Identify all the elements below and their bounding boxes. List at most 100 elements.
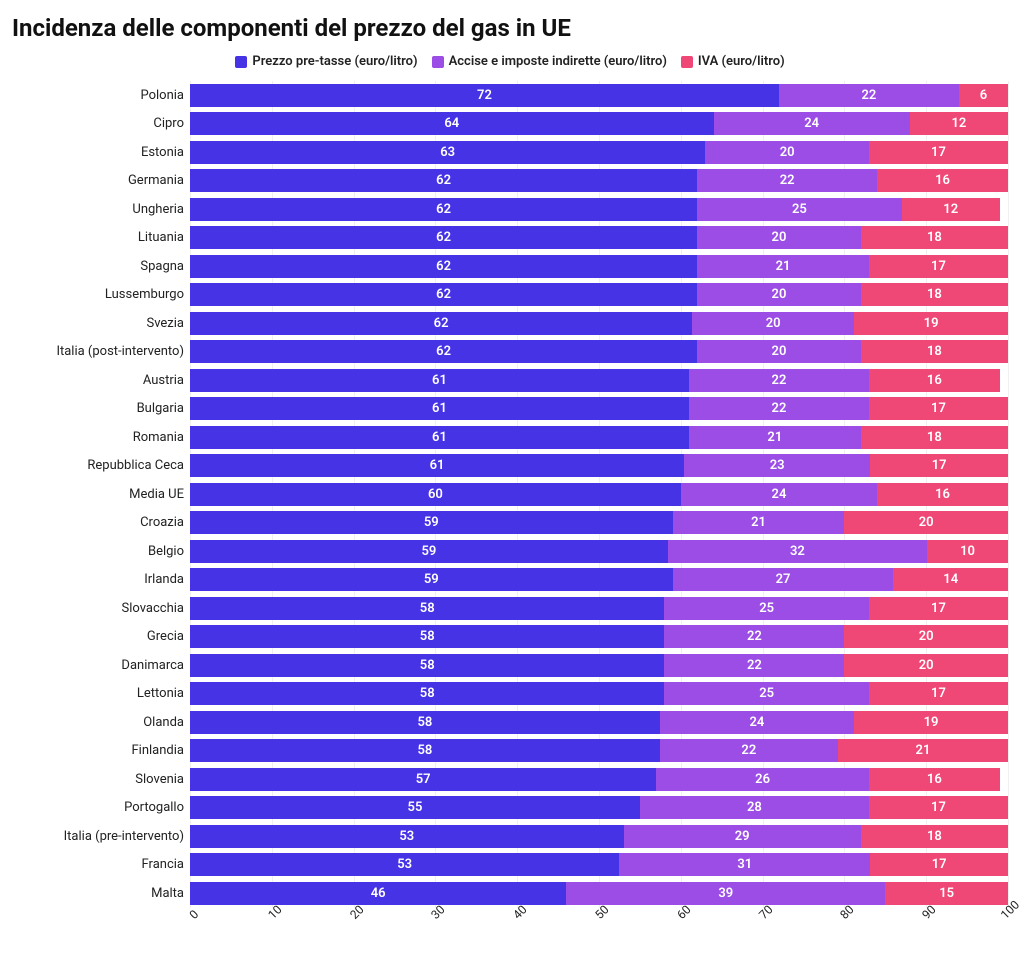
bar-segment: 17 bbox=[869, 141, 1008, 164]
chart-row: Italia (post-intervento)622018 bbox=[12, 338, 1008, 367]
bar-segment: 19 bbox=[854, 312, 1008, 335]
bar-track: 612216 bbox=[190, 369, 1008, 392]
chart-row: Finlandia582221 bbox=[12, 737, 1008, 766]
bar-segment: 59 bbox=[190, 511, 673, 534]
chart-row: Grecia582220 bbox=[12, 623, 1008, 652]
bar-segment: 25 bbox=[664, 597, 869, 620]
bar-segment: 62 bbox=[190, 255, 697, 278]
bar-segment: 20 bbox=[844, 654, 1008, 677]
y-axis-label: Lettonia bbox=[12, 686, 190, 701]
bar-segment: 27 bbox=[673, 568, 894, 591]
bar-track: 592120 bbox=[190, 511, 1008, 534]
y-axis-label: Danimarca bbox=[12, 658, 190, 673]
bar-track: 552817 bbox=[190, 796, 1008, 819]
bar-segment: 17 bbox=[869, 255, 1008, 278]
bar-track: 622117 bbox=[190, 255, 1008, 278]
y-axis-label: Francia bbox=[12, 857, 190, 872]
chart-row: Malta463915 bbox=[12, 879, 1008, 908]
bar-segment: 20 bbox=[697, 340, 861, 363]
y-axis-label: Repubblica Ceca bbox=[12, 458, 190, 473]
bar-segment: 53 bbox=[190, 853, 619, 876]
bar-segment: 15 bbox=[885, 882, 1008, 905]
bar-segment: 18 bbox=[861, 426, 1008, 449]
bar-segment: 17 bbox=[870, 853, 1008, 876]
bar-track: 622018 bbox=[190, 340, 1008, 363]
bar-segment: 29 bbox=[624, 825, 861, 848]
bar-segment: 16 bbox=[869, 768, 1000, 791]
y-axis-label: Slovenia bbox=[12, 772, 190, 787]
bar-segment: 14 bbox=[893, 568, 1008, 591]
chart-row: Svezia622019 bbox=[12, 309, 1008, 338]
bar-segment: 20 bbox=[844, 511, 1008, 534]
bar-segment: 28 bbox=[640, 796, 869, 819]
y-axis-label: Bulgaria bbox=[12, 401, 190, 416]
y-axis-label: Estonia bbox=[12, 145, 190, 160]
bar-segment: 21 bbox=[673, 511, 845, 534]
bar-segment: 31 bbox=[619, 853, 870, 876]
bar-segment: 62 bbox=[190, 312, 692, 335]
chart-row: Spagna622117 bbox=[12, 252, 1008, 281]
y-axis-label: Italia (post-intervento) bbox=[12, 344, 190, 359]
bar-track: 622019 bbox=[190, 312, 1008, 335]
bar-segment: 18 bbox=[861, 340, 1008, 363]
chart-row: Belgio593210 bbox=[12, 537, 1008, 566]
bar-track: 622512 bbox=[190, 198, 1008, 221]
bar-segment: 58 bbox=[190, 654, 664, 677]
bar-segment: 20 bbox=[697, 226, 861, 249]
chart-row: Austria612216 bbox=[12, 366, 1008, 395]
chart-row: Slovacchia582517 bbox=[12, 594, 1008, 623]
bar-segment: 21 bbox=[838, 739, 1008, 762]
chart-row: Irlanda592714 bbox=[12, 566, 1008, 595]
chart-row: Portogallo552817 bbox=[12, 794, 1008, 823]
bar-segment: 60 bbox=[190, 483, 681, 506]
bar-segment: 25 bbox=[664, 682, 869, 705]
y-axis-label: Portogallo bbox=[12, 800, 190, 815]
bar-segment: 61 bbox=[190, 397, 689, 420]
y-axis-label: Grecia bbox=[12, 629, 190, 644]
legend-swatch bbox=[235, 56, 247, 68]
bar-track: 592714 bbox=[190, 568, 1008, 591]
bar-track: 612317 bbox=[190, 454, 1008, 477]
y-axis-label: Austria bbox=[12, 373, 190, 388]
bar-segment: 20 bbox=[697, 283, 861, 306]
chart-row: Slovenia572616 bbox=[12, 765, 1008, 794]
chart-row: Bulgaria612217 bbox=[12, 395, 1008, 424]
bar-segment: 22 bbox=[664, 654, 844, 677]
bar-segment: 62 bbox=[190, 340, 697, 363]
bar-segment: 16 bbox=[877, 169, 1008, 192]
chart-row: Francia533117 bbox=[12, 851, 1008, 880]
bar-segment: 62 bbox=[190, 169, 697, 192]
y-axis-label: Lituania bbox=[12, 230, 190, 245]
chart: Polonia72226Cipro642412Estonia632017Germ… bbox=[12, 81, 1008, 944]
bar-segment: 24 bbox=[660, 711, 854, 734]
bar-segment: 72 bbox=[190, 84, 779, 107]
bar-segment: 59 bbox=[190, 540, 668, 563]
chart-row: Media UE602416 bbox=[12, 480, 1008, 509]
bar-segment: 22 bbox=[660, 739, 838, 762]
y-axis-label: Malta bbox=[12, 886, 190, 901]
bar-segment: 22 bbox=[697, 169, 877, 192]
bar-segment: 62 bbox=[190, 226, 697, 249]
bar-segment: 17 bbox=[869, 796, 1008, 819]
bar-segment: 16 bbox=[877, 483, 1008, 506]
bar-segment: 17 bbox=[869, 597, 1008, 620]
bar-track: 622018 bbox=[190, 226, 1008, 249]
bar-segment: 22 bbox=[779, 84, 959, 107]
bar-track: 582220 bbox=[190, 625, 1008, 648]
bar-track: 572616 bbox=[190, 768, 1008, 791]
y-axis-label: Belgio bbox=[12, 544, 190, 559]
x-axis: 0102030405060708090100 bbox=[12, 912, 1008, 944]
bar-segment: 17 bbox=[870, 454, 1008, 477]
y-axis-label: Polonia bbox=[12, 88, 190, 103]
bar-segment: 64 bbox=[190, 112, 714, 135]
bar-track: 582221 bbox=[190, 739, 1008, 762]
bar-segment: 18 bbox=[861, 825, 1008, 848]
bar-segment: 17 bbox=[869, 397, 1008, 420]
y-axis-label: Germania bbox=[12, 173, 190, 188]
bar-segment: 53 bbox=[190, 825, 624, 848]
plot-area: Polonia72226Cipro642412Estonia632017Germ… bbox=[12, 81, 1008, 908]
chart-row: Danimarca582220 bbox=[12, 651, 1008, 680]
y-axis-label: Ungheria bbox=[12, 202, 190, 217]
bar-track: 533117 bbox=[190, 853, 1008, 876]
bar-segment: 12 bbox=[902, 198, 1000, 221]
